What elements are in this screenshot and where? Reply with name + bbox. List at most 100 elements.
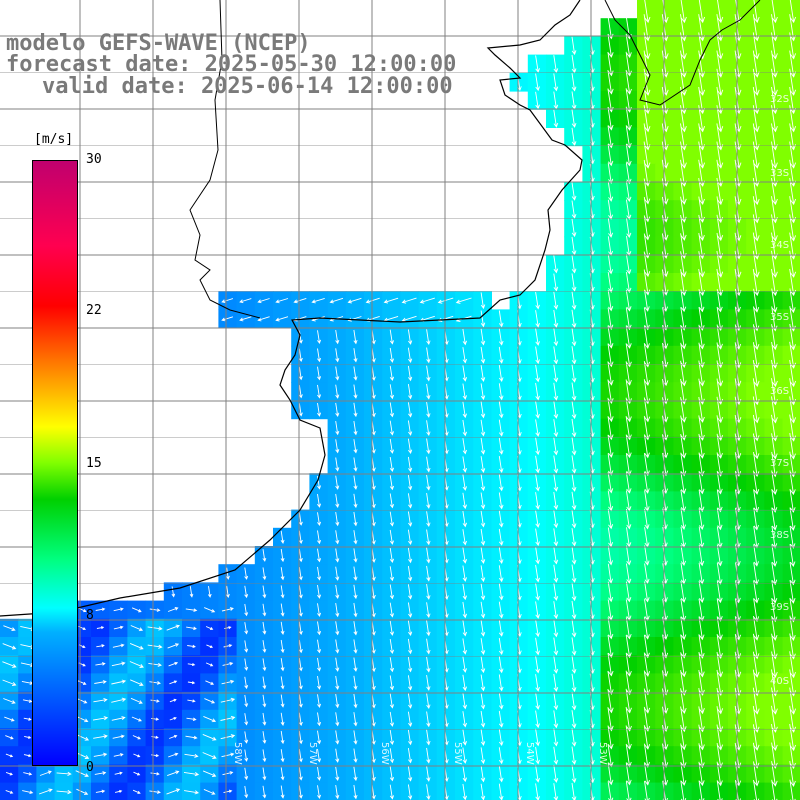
wind-arrow: [148, 662, 162, 667]
wind-arrow: [716, 196, 724, 224]
wind-arrow: [280, 767, 285, 781]
wind-arrow: [203, 715, 217, 723]
wind-arrow: [389, 384, 395, 400]
wind-arrow: [498, 528, 504, 546]
wind-arrow: [257, 298, 270, 304]
wind-arrow: [625, 416, 632, 441]
wind-arrow: [553, 255, 559, 274]
wind-arrow: [553, 109, 559, 128]
wind-arrow: [789, 742, 796, 770]
wind-arrow: [317, 767, 322, 781]
wind-arrow: [607, 453, 614, 476]
wind-arrow: [353, 730, 358, 745]
lat-label: 39S: [770, 602, 790, 613]
wind-arrow: [389, 347, 395, 363]
wind-arrow: [626, 217, 632, 239]
wind-arrow: [607, 272, 614, 293]
wind-arrow: [753, 580, 760, 604]
wind-arrow: [353, 548, 358, 563]
wind-arrow: [571, 509, 577, 529]
wind-arrow: [317, 657, 322, 672]
wind-arrow: [789, 562, 796, 586]
wind-arrow: [535, 655, 540, 674]
wind-arrow: [169, 698, 177, 703]
wind-arrow: [5, 753, 14, 758]
wind-arrow: [698, 289, 705, 313]
wind-arrow: [353, 439, 358, 454]
wind-arrow: [280, 530, 285, 544]
wind-arrow: [185, 608, 198, 612]
wind-arrow: [698, 743, 705, 769]
wind-arrow: [407, 620, 413, 637]
wind-arrow: [298, 712, 303, 727]
wind-arrow: [571, 291, 577, 310]
wind-arrow: [571, 73, 577, 92]
lat-label: 37S: [770, 458, 790, 469]
wind-arrow: [535, 564, 540, 583]
wind-arrow: [753, 489, 760, 513]
wind-arrow: [643, 706, 651, 732]
wind-arrow: [752, 123, 760, 151]
wind-arrow: [203, 788, 216, 795]
wind-arrow: [335, 584, 340, 600]
wind-arrow: [24, 735, 32, 739]
wind-arrow: [353, 475, 358, 490]
wind-arrow: [202, 752, 217, 759]
wind-arrow: [571, 182, 577, 201]
wind-arrow: [244, 785, 249, 799]
wind-arrow: [202, 770, 217, 777]
wind-arrow: [133, 771, 141, 776]
wind-arrow: [698, 324, 705, 350]
wind-arrow: [789, 141, 797, 169]
wind-arrow: [169, 680, 178, 685]
wind-arrow: [298, 676, 303, 690]
wind-arrow: [185, 735, 198, 740]
wind-arrow: [716, 289, 723, 313]
wind-arrow: [23, 754, 32, 758]
wind-arrow: [625, 143, 632, 167]
wind-arrow: [625, 69, 632, 95]
wind-arrow: [498, 638, 504, 656]
wind-arrow: [680, 724, 687, 751]
wind-arrow: [426, 365, 431, 382]
wind-arrow: [571, 109, 577, 128]
wind-arrow: [771, 742, 778, 769]
wind-arrow: [643, 68, 651, 96]
wind-arrow: [698, 670, 705, 696]
wind-arrow: [23, 772, 33, 776]
wind-arrow: [419, 297, 435, 304]
wind-arrow: [224, 626, 232, 630]
wind-arrow: [553, 783, 559, 800]
wind-arrow: [771, 633, 778, 660]
wind-arrow: [5, 771, 13, 776]
wind-arrow: [771, 687, 778, 715]
wind-arrow: [643, 197, 651, 223]
wind-arrow: [407, 547, 413, 564]
wind-arrow: [183, 771, 200, 777]
wind-arrow: [680, 688, 687, 715]
valid-date: valid date: 2025-06-14 12:00:00: [42, 74, 453, 99]
wind-arrow: [644, 471, 650, 494]
wind-arrow: [535, 91, 540, 110]
wind-arrow: [115, 789, 123, 793]
wind-arrow: [353, 584, 358, 600]
wind-arrow: [407, 493, 413, 509]
wind-arrow: [498, 328, 504, 346]
wind-arrow: [111, 697, 127, 703]
wind-arrow: [317, 730, 322, 745]
wind-arrow: [426, 474, 431, 491]
wind-arrow: [625, 471, 632, 494]
wind-arrow: [553, 382, 559, 401]
wind-arrow: [407, 511, 413, 527]
wind-arrow: [480, 619, 486, 637]
wind-arrow: [607, 144, 614, 167]
wind-arrow: [186, 626, 197, 631]
wind-arrow: [535, 583, 540, 601]
wind-arrow: [426, 693, 431, 710]
wind-arrow: [389, 657, 395, 673]
wind-arrow: [77, 680, 87, 685]
wind-arrow: [571, 200, 577, 219]
wind-arrow: [625, 563, 632, 584]
wind-arrow: [553, 273, 559, 292]
wind-arrow: [535, 419, 540, 437]
